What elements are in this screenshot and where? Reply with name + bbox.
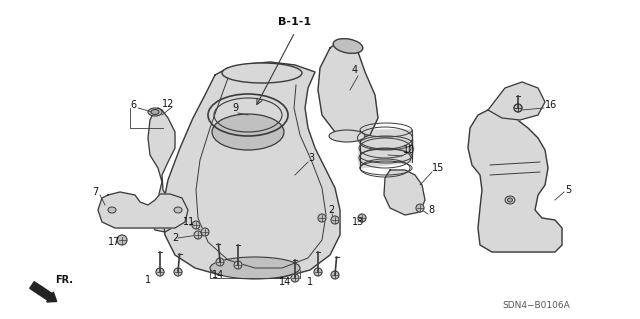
Text: 16: 16 <box>545 100 557 110</box>
Circle shape <box>201 228 209 236</box>
Circle shape <box>117 235 127 245</box>
Circle shape <box>156 268 164 276</box>
Text: FR.: FR. <box>55 275 73 285</box>
Circle shape <box>318 214 326 222</box>
Text: 1: 1 <box>307 277 313 287</box>
Text: 10: 10 <box>403 145 415 155</box>
Text: 11: 11 <box>183 217 195 227</box>
Circle shape <box>174 268 182 276</box>
Text: 12: 12 <box>162 99 174 109</box>
Polygon shape <box>384 170 425 215</box>
Text: 2: 2 <box>172 233 179 243</box>
Ellipse shape <box>210 257 300 279</box>
Circle shape <box>314 268 322 276</box>
Ellipse shape <box>329 130 365 142</box>
Circle shape <box>291 274 299 282</box>
Polygon shape <box>162 62 340 278</box>
FancyArrow shape <box>30 282 57 302</box>
Polygon shape <box>318 42 378 140</box>
Ellipse shape <box>212 114 284 150</box>
Ellipse shape <box>151 109 159 115</box>
Circle shape <box>514 104 522 112</box>
Text: 15: 15 <box>432 163 444 173</box>
Text: 13: 13 <box>352 217 364 227</box>
Polygon shape <box>358 130 414 168</box>
Text: 17: 17 <box>108 237 120 247</box>
Circle shape <box>192 221 200 229</box>
Text: 2: 2 <box>328 205 334 215</box>
Circle shape <box>216 258 224 266</box>
Circle shape <box>358 214 366 222</box>
Text: 1: 1 <box>145 275 151 285</box>
Ellipse shape <box>174 207 182 213</box>
Polygon shape <box>98 192 188 228</box>
Circle shape <box>331 216 339 224</box>
Text: 14: 14 <box>279 277 291 287</box>
Text: 6: 6 <box>130 100 136 110</box>
Text: 3: 3 <box>308 153 314 163</box>
Ellipse shape <box>508 198 513 202</box>
Circle shape <box>514 104 522 112</box>
Polygon shape <box>148 108 175 232</box>
Circle shape <box>416 204 424 212</box>
Ellipse shape <box>108 207 116 213</box>
Ellipse shape <box>148 108 162 116</box>
Ellipse shape <box>333 39 363 53</box>
Text: B-1-1: B-1-1 <box>278 17 312 27</box>
Polygon shape <box>488 82 545 120</box>
Ellipse shape <box>222 63 302 83</box>
Ellipse shape <box>505 196 515 204</box>
Circle shape <box>331 271 339 279</box>
Circle shape <box>234 261 242 269</box>
Circle shape <box>194 231 202 239</box>
Text: 8: 8 <box>428 205 434 215</box>
Polygon shape <box>468 110 562 252</box>
Text: SDN4−B0106A: SDN4−B0106A <box>502 300 570 309</box>
Text: 7: 7 <box>92 187 99 197</box>
Text: 5: 5 <box>565 185 572 195</box>
Text: 9: 9 <box>232 103 238 113</box>
Text: 4: 4 <box>352 65 358 75</box>
Text: 14: 14 <box>212 270 224 280</box>
